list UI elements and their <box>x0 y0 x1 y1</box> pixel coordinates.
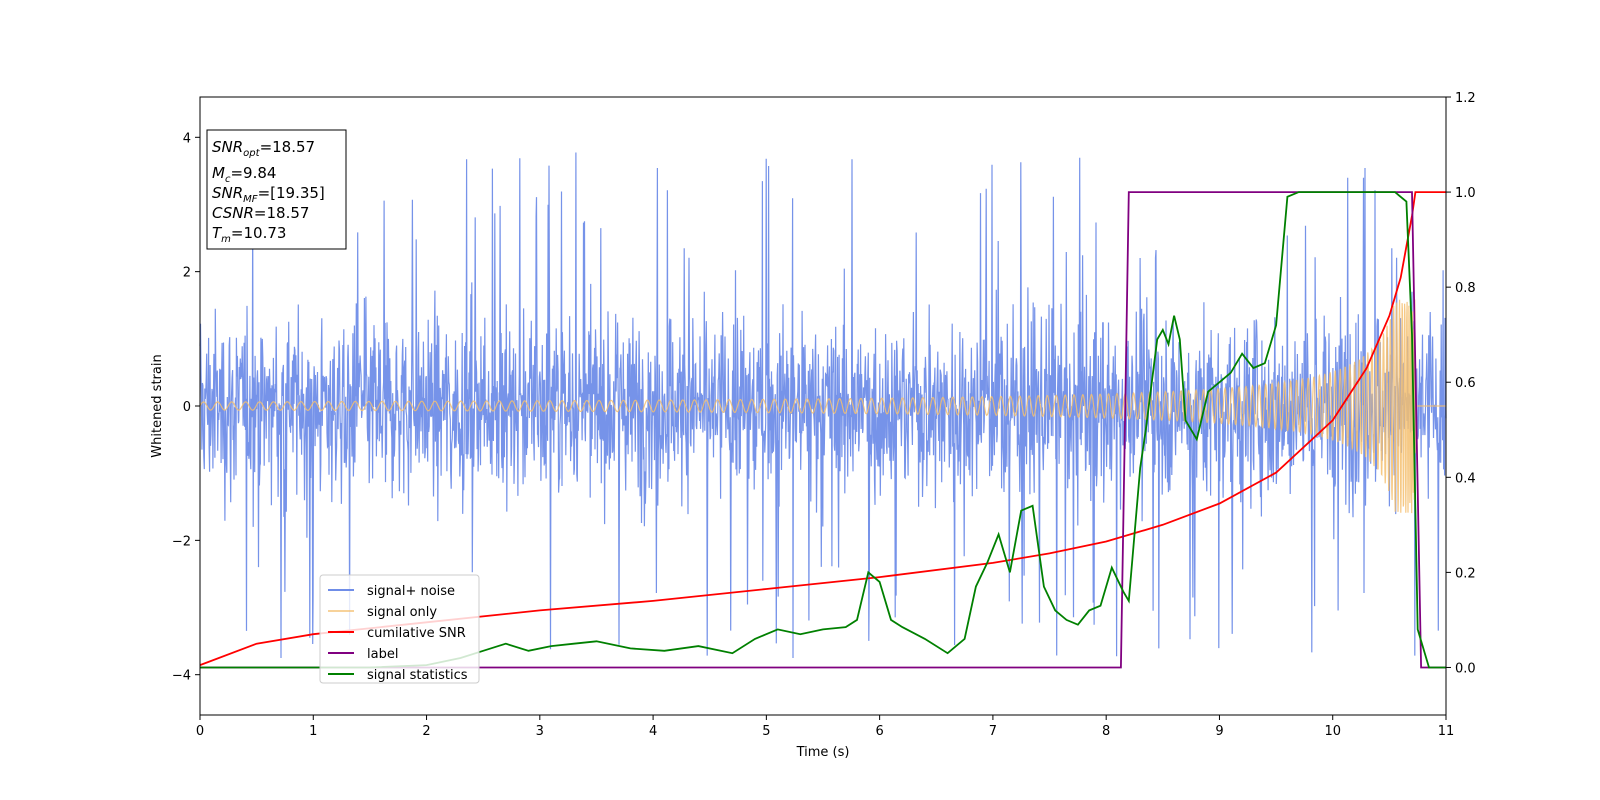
x-tick-label: 1 <box>309 724 317 739</box>
legend-label: signal only <box>367 605 437 620</box>
info-box: SNRopt=18.57 Mc=9.84 SNRMF=[19.35] CSNR=… <box>206 129 347 250</box>
legend-label: signal+ noise <box>367 584 455 599</box>
y-right-tick-label: 0.8 <box>1455 281 1476 296</box>
y-right-tick-label: 0.4 <box>1455 471 1476 486</box>
info-mc: Mc=9.84 <box>212 164 276 185</box>
legend: signal+ noise signal only cumilative SNR la… <box>319 574 480 684</box>
y-left-tick-label: −4 <box>172 669 191 684</box>
x-axis-label: Time (s) <box>796 745 850 760</box>
series-signal-noise <box>199 152 1447 659</box>
info-tm: Tm=10.73 <box>212 224 286 245</box>
x-tick-label: 11 <box>1438 724 1455 739</box>
y-axis-right: 0.0 0.2 0.4 0.6 0.8 1.0 1.2 <box>1446 91 1476 676</box>
x-tick-label: 5 <box>762 724 770 739</box>
x-tick-label: 9 <box>1215 724 1223 739</box>
y-right-tick-label: 0.6 <box>1455 376 1476 391</box>
y-left-tick-label: 4 <box>183 131 191 146</box>
legend-label: cumilative SNR <box>367 626 466 641</box>
info-snr-mf: SNRMF=[19.35] <box>212 184 325 205</box>
x-tick-label: 2 <box>422 724 430 739</box>
series-signal-statistics <box>200 191 1446 669</box>
y-axis-left: −4 −2 0 2 4 <box>172 131 200 684</box>
x-tick-label: 7 <box>989 724 997 739</box>
y-right-tick-label: 1.2 <box>1455 91 1476 106</box>
x-tick-label: 6 <box>875 724 883 739</box>
y-left-tick-label: 2 <box>183 266 191 281</box>
y-right-tick-label: 0.0 <box>1455 661 1476 676</box>
series-signal-only <box>199 299 1446 514</box>
series-label <box>200 191 1446 669</box>
legend-frame <box>319 574 480 684</box>
y-left-tick-label: −2 <box>172 534 191 549</box>
y-axis-label: Whitened strain <box>150 354 165 457</box>
y-left-tick-label: 0 <box>183 400 191 415</box>
legend-label: signal statistics <box>367 668 468 683</box>
info-csnr: CSNR=18.57 <box>212 204 309 222</box>
y-right-tick-label: 1.0 <box>1455 186 1476 201</box>
legend-label: label <box>367 647 398 662</box>
x-tick-label: 8 <box>1102 724 1110 739</box>
info-box-frame <box>206 129 347 250</box>
x-tick-label: 4 <box>649 724 657 739</box>
x-tick-label: 10 <box>1324 724 1341 739</box>
x-tick-label: 0 <box>196 724 204 739</box>
y-right-tick-label: 0.2 <box>1455 566 1476 581</box>
series-layer <box>199 152 1447 669</box>
x-tick-label: 3 <box>536 724 544 739</box>
info-snr-opt: SNRopt=18.57 <box>212 138 315 159</box>
x-axis: 0 1 2 3 4 5 6 7 8 9 10 11 <box>196 715 1454 739</box>
